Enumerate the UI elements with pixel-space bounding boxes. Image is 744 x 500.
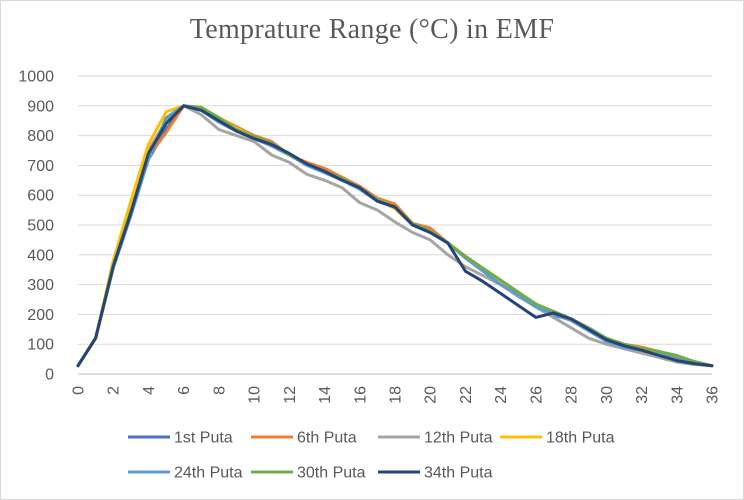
series-line-18th-puta: [76, 104, 714, 368]
y-tick-label: 800: [27, 128, 54, 145]
x-tick-label: 6: [176, 386, 193, 395]
series-line-1st-puta: [76, 104, 714, 368]
series-group: [76, 104, 714, 368]
y-tick-label: 200: [27, 307, 54, 324]
legend-label-6th-puta: 6th Puta: [297, 430, 357, 447]
legend-label-18th-puta: 18th Puta: [546, 430, 615, 447]
y-tick-label: 300: [27, 277, 54, 294]
x-tick-label: 34: [669, 386, 686, 404]
y-tick-label: 600: [27, 188, 54, 205]
x-tick-label: 10: [247, 386, 264, 404]
x-tick-label: 22: [458, 386, 475, 404]
series-line-6th-puta: [76, 104, 714, 368]
x-tick-label: 26: [528, 386, 545, 404]
x-tick-label: 2: [106, 386, 123, 395]
legend-label-30th-puta: 30th Puta: [297, 465, 366, 482]
chart-title: Temprature Range (°C) in EMF: [189, 14, 555, 45]
y-tick-label: 500: [27, 218, 54, 235]
x-tick-label: 30: [599, 386, 616, 404]
y-axis: 0 100 200 300 400 500 600 700 800 900 1000: [18, 69, 54, 384]
legend-label-24th-puta: 24th Puta: [174, 465, 243, 482]
series-line-30th-puta: [76, 104, 714, 368]
legend: 1st Puta 6th Puta 12th Puta 18th Puta 24th P…: [128, 430, 615, 482]
legend-label-12th-puta: 12th Puta: [424, 430, 493, 447]
x-tick-label: 36: [705, 386, 722, 404]
legend-label-1st-puta: 1st Puta: [174, 430, 233, 447]
y-tick-label: 700: [27, 158, 54, 175]
series-line-24th-puta: [76, 104, 714, 368]
x-tick-label: 14: [317, 386, 334, 404]
x-tick-label: 0: [71, 386, 88, 395]
series-line-34th-puta: [76, 104, 714, 368]
y-tick-label: 400: [27, 247, 54, 264]
y-tick-label: 900: [27, 98, 54, 115]
x-tick-label: 16: [352, 386, 369, 404]
y-tick-label: 100: [27, 337, 54, 354]
x-tick-label: 12: [282, 386, 299, 404]
x-tick-label: 32: [634, 386, 651, 404]
y-tick-label: 1000: [18, 69, 54, 86]
legend-label-34th-puta: 34th Puta: [424, 465, 493, 482]
series-line-12th-puta: [76, 104, 714, 368]
y-tick-label: 0: [45, 367, 54, 384]
x-tick-label: 18: [388, 386, 405, 404]
x-tick-label: 8: [211, 386, 228, 395]
x-axis: 0 2 4 6 8 10 12 14 16 18 20 22 24 26 28 30 32 34 36: [71, 386, 722, 404]
x-tick-label: 28: [564, 386, 581, 404]
x-tick-label: 20: [423, 386, 440, 404]
x-tick-label: 4: [141, 386, 158, 395]
x-tick-label: 24: [493, 386, 510, 404]
